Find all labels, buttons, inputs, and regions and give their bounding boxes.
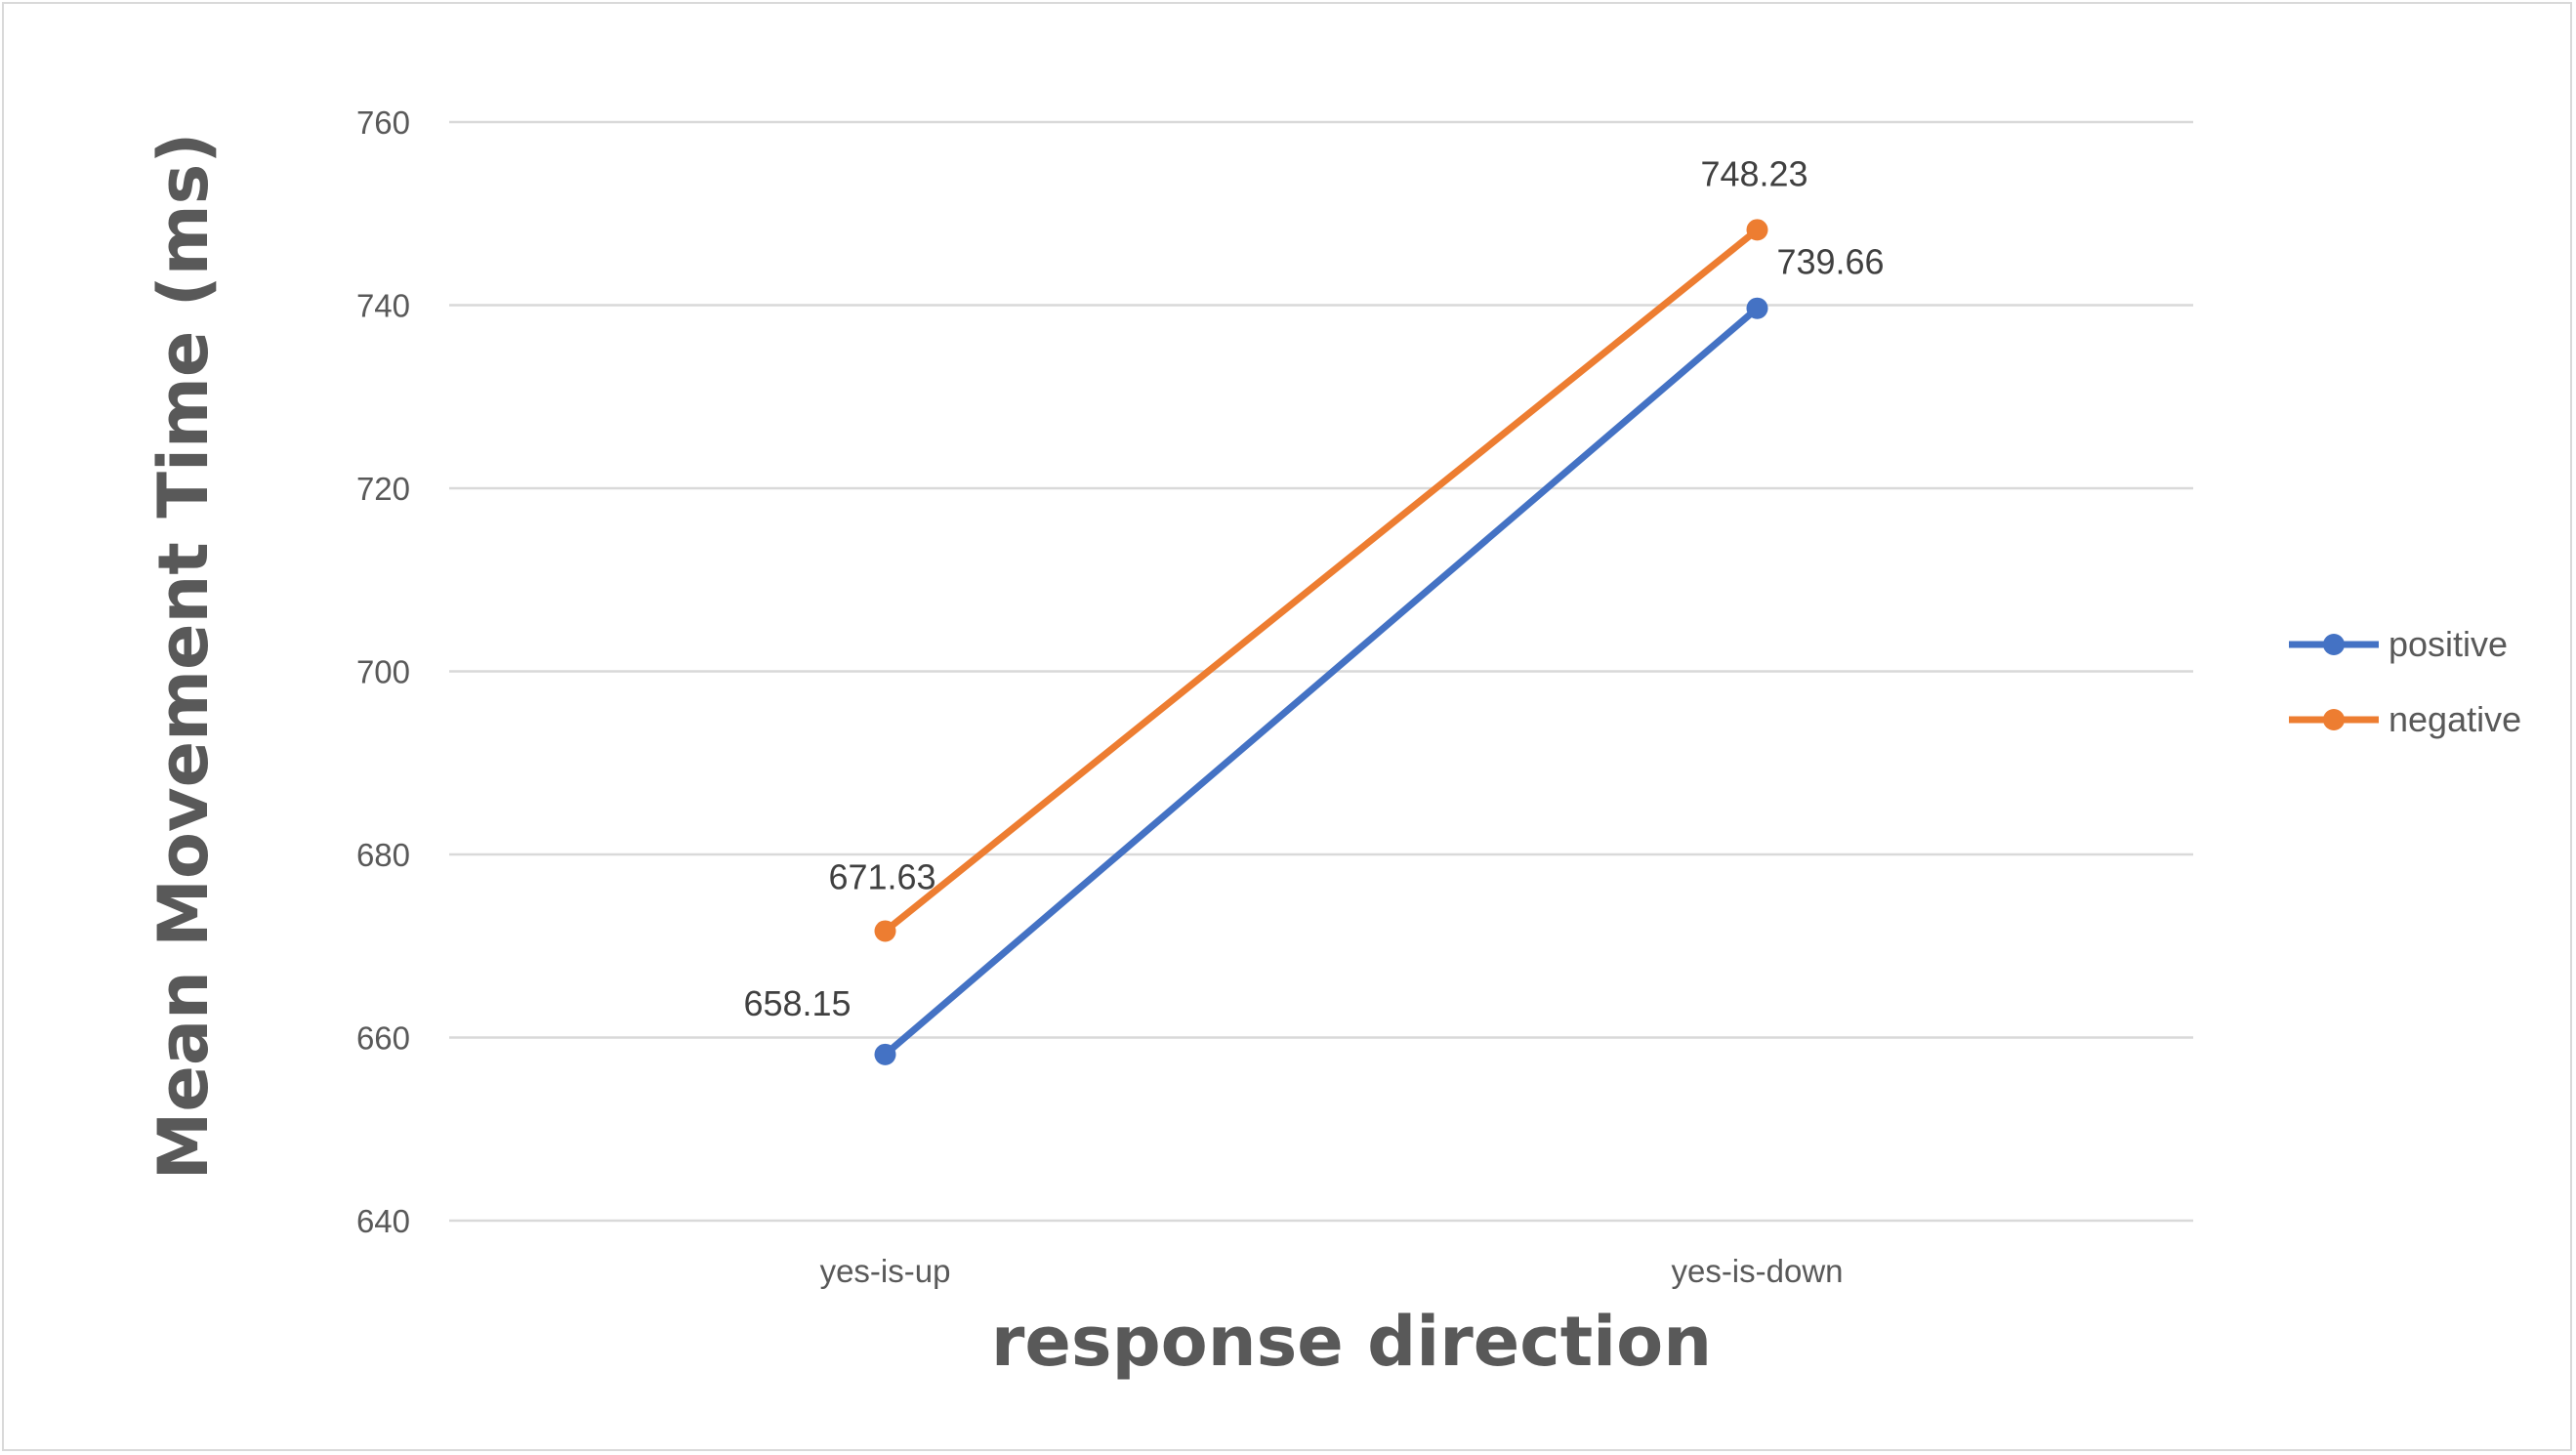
- y-tick-label: 660: [356, 1020, 410, 1057]
- data-point-negative: [1746, 219, 1768, 241]
- y-tick-label: 720: [356, 471, 410, 507]
- x-tick-label: yes-is-up: [820, 1253, 951, 1289]
- gridlines: [449, 120, 2193, 1223]
- data-label-negative: 748.23: [1700, 153, 1807, 193]
- legend-label: negative: [2389, 699, 2521, 739]
- legend-swatch-marker: [2323, 709, 2345, 730]
- legend-label: positive: [2389, 624, 2508, 664]
- data-label-negative: 671.63: [828, 856, 935, 896]
- y-tick-labels: 640 660 680 700 720 740 760: [356, 104, 410, 1239]
- series-line-positive: [882, 305, 1761, 1059]
- data-point-positive: [874, 1043, 896, 1065]
- data-labels: 658.15 739.66 671.63 748.23: [743, 153, 1884, 1023]
- legend-item-positive: positive: [2289, 624, 2508, 664]
- x-axis-title: response direction: [991, 1302, 1712, 1382]
- series-line-negative: [882, 226, 1761, 935]
- y-tick-label: 760: [356, 104, 410, 141]
- data-point-positive: [1746, 297, 1768, 319]
- x-tick-labels: yes-is-up yes-is-down: [820, 1253, 1844, 1289]
- legend-item-negative: negative: [2289, 699, 2521, 739]
- legend-swatch-marker: [2323, 634, 2345, 655]
- y-axis-title: Mean Movement Time (ms): [144, 133, 224, 1181]
- legend: positive negative: [2289, 624, 2521, 739]
- data-point-negative: [874, 920, 896, 942]
- y-tick-label: 680: [356, 837, 410, 873]
- y-tick-label: 740: [356, 288, 410, 324]
- data-label-positive: 739.66: [1776, 242, 1884, 282]
- y-tick-label: 640: [356, 1203, 410, 1239]
- series-lines: [874, 219, 1768, 1065]
- data-label-positive: 658.15: [743, 983, 851, 1023]
- y-tick-label: 700: [356, 654, 410, 690]
- x-tick-label: yes-is-down: [1671, 1253, 1843, 1289]
